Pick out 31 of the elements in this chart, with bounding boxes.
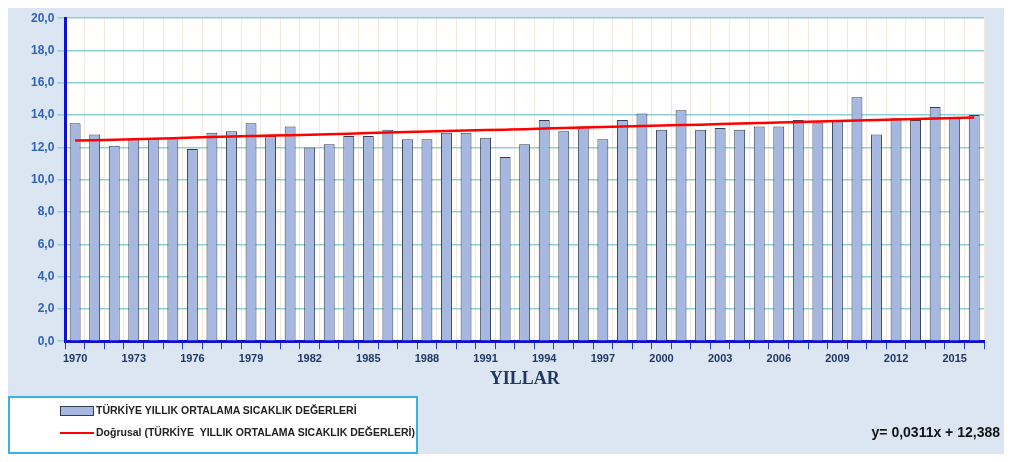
x-tick-label: 2009 — [825, 351, 850, 364]
x-tick-label: 2006 — [766, 351, 792, 364]
text: y= 0,0311x + 12,388 — [871, 424, 1000, 440]
y-tick-label: 8,0 — [37, 204, 55, 219]
y-tick-label: 18,0 — [31, 42, 55, 57]
x-tick-label: 1979 — [238, 351, 264, 364]
y-tick-label: 14,0 — [31, 107, 55, 122]
x-tick-label: 2012 — [883, 351, 909, 364]
x-tick-label: 1976 — [180, 351, 205, 364]
x-tick-label: 1985 — [356, 351, 381, 364]
x-tick-label: 2003 — [707, 351, 733, 364]
y-tick-label: 12,0 — [31, 139, 55, 154]
legend-label: TÜRKİYE YILLIK ORTALAMA SICAKLIK DEĞERLERİ — [96, 404, 357, 416]
x-tick-label: 1970 — [62, 351, 88, 364]
y-tick-label: 16,0 — [31, 75, 55, 90]
x-tick-label: 1982 — [297, 351, 322, 364]
x-tick-label: 1994 — [531, 351, 558, 364]
y-tick-label: 10,0 — [31, 172, 55, 187]
x-tick-label: 2000 — [649, 351, 674, 364]
y-tick-label: 6,0 — [37, 236, 55, 251]
x-tick-label: 1997 — [590, 351, 616, 364]
y-tick-label: 4,0 — [37, 268, 55, 283]
x-tick-label: 1991 — [473, 351, 498, 364]
x-tick-label: 1988 — [414, 351, 440, 364]
y-tick-label: 2,0 — [37, 301, 55, 316]
x-tick-label: 1973 — [121, 351, 147, 364]
x-axis-title: YILLAR — [489, 367, 561, 388]
y-tick-label: 20,0 — [31, 10, 55, 25]
x-tick-label: 2015 — [942, 351, 967, 364]
y-tick-label: 0,0 — [37, 333, 55, 348]
legend-label: Doğrusal (TÜRKİYE YILLIK ORTALAMA SICAKLIK DEĞERLERİ) — [96, 426, 415, 439]
